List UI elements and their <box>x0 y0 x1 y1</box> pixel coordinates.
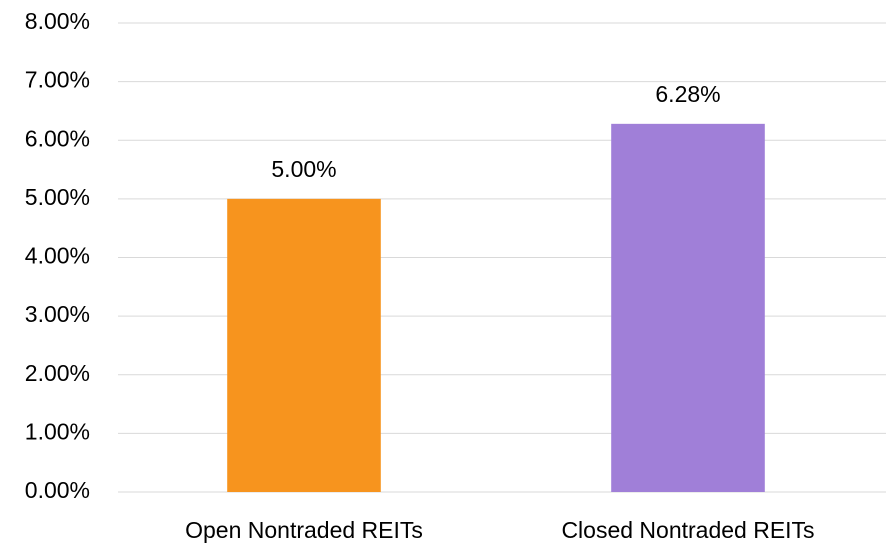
y-tick-label: 3.00% <box>25 301 90 327</box>
y-tick-label: 6.00% <box>25 125 90 151</box>
x-tick-label: Open Nontraded REITs <box>185 517 423 543</box>
bar <box>611 123 765 493</box>
x-tick-label: Closed Nontraded REITs <box>561 517 814 543</box>
y-tick-label: 2.00% <box>25 360 90 386</box>
data-label: 5.00% <box>271 156 336 182</box>
y-tick-label: 0.00% <box>25 477 90 503</box>
y-tick-label: 4.00% <box>25 243 90 269</box>
data-label: 6.28% <box>655 81 720 107</box>
y-tick-label: 5.00% <box>25 184 90 210</box>
y-tick-label: 1.00% <box>25 418 90 444</box>
y-tick-label: 8.00% <box>25 8 90 34</box>
bar <box>227 198 381 492</box>
y-tick-label: 7.00% <box>25 67 90 93</box>
